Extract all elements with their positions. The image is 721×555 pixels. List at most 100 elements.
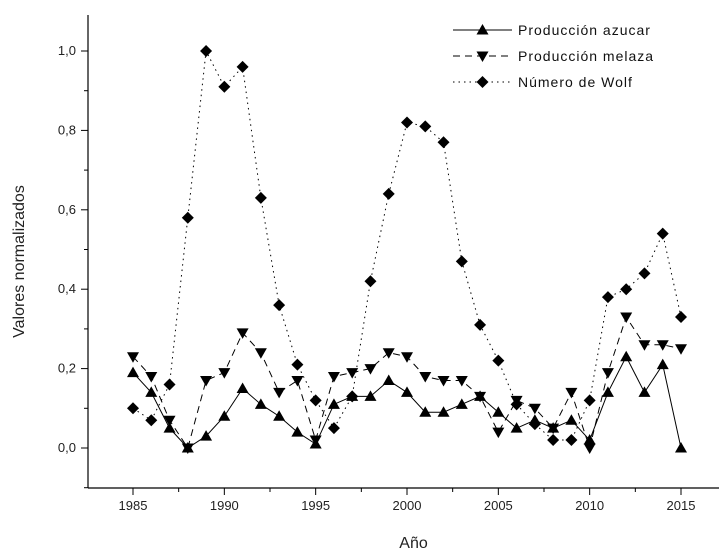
data-point: [364, 364, 377, 375]
y-tick-label: 0,0: [58, 440, 76, 455]
data-point: [583, 443, 596, 454]
data-point: [382, 187, 395, 200]
series-triangle-up: [127, 350, 687, 453]
axes: [87, 15, 719, 489]
y-tick-label: 0,4: [58, 281, 76, 296]
data-point: [327, 398, 340, 409]
x-axis-title: Año: [399, 535, 428, 552]
data-point: [675, 442, 687, 453]
data-point: [127, 366, 139, 378]
data-point: [327, 422, 340, 435]
data-point: [163, 378, 176, 391]
data-point: [291, 358, 304, 371]
data-point: [327, 372, 340, 383]
data-point: [601, 291, 614, 304]
data-point: [656, 358, 669, 370]
series-line: [132, 49, 682, 441]
data-point: [364, 275, 377, 288]
data-point: [601, 386, 614, 397]
data-point: [218, 368, 231, 379]
data-point: [583, 434, 596, 445]
data-point: [200, 376, 213, 387]
data-point: [291, 376, 304, 387]
x-tick-label: 2015: [667, 498, 696, 513]
x-tick-label: 2010: [575, 498, 604, 513]
data-point: [145, 372, 158, 383]
data-point: [401, 352, 413, 363]
data-point: [437, 136, 450, 149]
y-axis-title: Valores normalizados: [11, 185, 28, 338]
data-point: [419, 372, 432, 383]
data-point: [455, 398, 468, 409]
tick-marks: 0,0 0,2 0,4 0,6 0,8 1,0 1985 1990 1995 2000 2005 20…: [58, 43, 696, 513]
data-point: [163, 415, 176, 427]
data-point: [291, 426, 304, 437]
y-tick-label: 0,8: [58, 122, 76, 137]
data-point: [218, 410, 231, 421]
data-point: [492, 354, 505, 367]
data-point: [656, 340, 669, 351]
data-point: [236, 328, 249, 339]
data-point: [181, 442, 194, 453]
data-point: [419, 406, 432, 417]
data-point: [236, 382, 249, 393]
data-point: [273, 299, 286, 312]
data-point: [401, 116, 413, 129]
data-point: [510, 422, 523, 433]
data-point: [273, 387, 286, 399]
data-point: [565, 414, 578, 425]
data-point: [492, 406, 505, 417]
data-point: [309, 438, 322, 449]
data-point: [145, 414, 158, 427]
data-point: [455, 376, 468, 387]
data-point: [145, 386, 158, 397]
data-point: [309, 394, 322, 407]
data-point: [254, 398, 267, 409]
data-point: [620, 350, 633, 362]
data-point: [382, 348, 395, 359]
legend-label: Número de Wolf: [518, 74, 633, 90]
data-point: [528, 403, 541, 415]
x-tick-label: 1990: [210, 498, 239, 513]
data-point: [601, 368, 614, 379]
data-point: [200, 430, 213, 441]
series-diamond: [127, 45, 687, 447]
x-tick-label: 1985: [119, 498, 148, 513]
data-point: [510, 395, 523, 407]
data-point: [675, 344, 687, 355]
data-point: [382, 374, 395, 386]
data-point: [474, 390, 487, 401]
data-point: [565, 387, 578, 399]
series-line: [132, 355, 682, 449]
x-tick-label: 2005: [484, 498, 513, 513]
legend-marker: [476, 51, 489, 62]
legend-label: Producción melaza: [518, 48, 654, 64]
series-triangle-down: [127, 312, 687, 454]
x-tick-label: 2000: [393, 498, 422, 513]
data-point: [437, 376, 450, 387]
data-point: [620, 312, 633, 323]
data-point: [127, 402, 139, 415]
data-point: [638, 386, 651, 397]
data-point: [254, 348, 267, 359]
legend: Producción azucar Producción melaza Número…: [453, 22, 654, 90]
data-point: [364, 390, 377, 401]
data-point: [656, 227, 669, 240]
data-point: [620, 283, 633, 296]
data-point: [346, 368, 359, 379]
data-point: [565, 434, 578, 447]
data-point: [547, 434, 560, 447]
data-point: [638, 267, 651, 280]
series-layer: [127, 45, 687, 454]
data-point: [675, 310, 687, 323]
legend-label: Producción azucar: [518, 22, 651, 38]
data-point: [474, 318, 487, 331]
y-tick-label: 0,6: [58, 202, 76, 217]
data-point: [200, 45, 213, 57]
data-point: [254, 191, 267, 204]
data-point: [547, 422, 560, 433]
data-point: [528, 414, 541, 425]
data-point: [181, 211, 194, 224]
data-point: [437, 406, 450, 417]
